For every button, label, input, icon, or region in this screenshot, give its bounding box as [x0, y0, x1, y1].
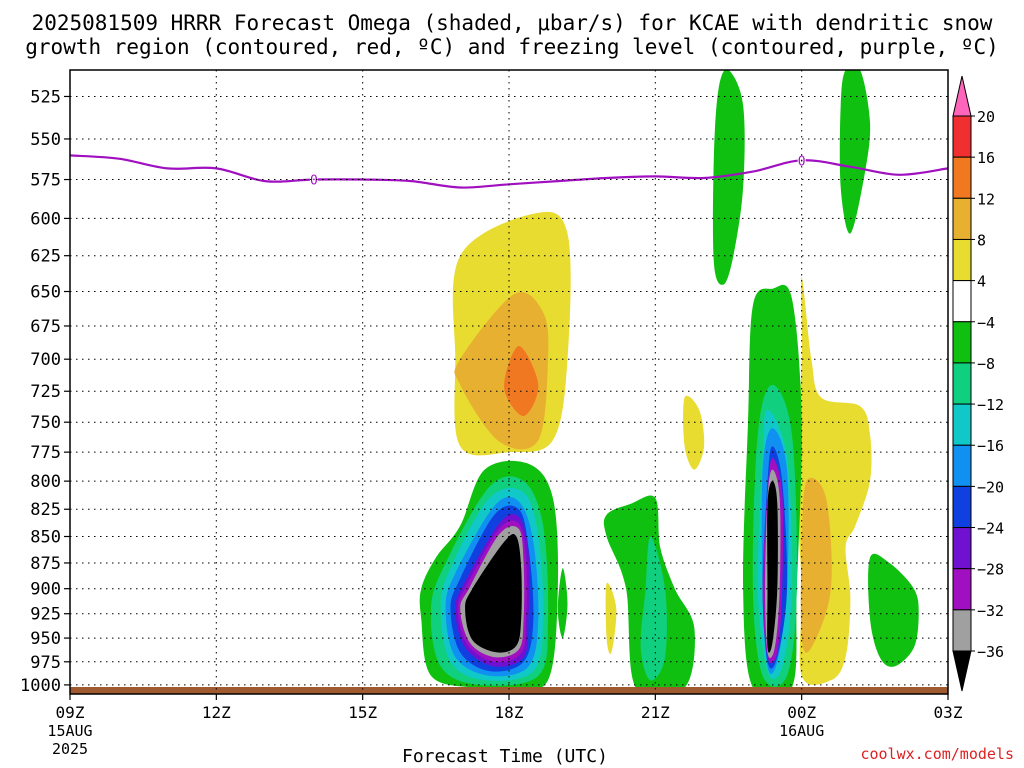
x-tick-label-1: 12Z — [202, 703, 231, 722]
x-tick-label-0: 09Z — [56, 703, 85, 722]
x-tick-year-0: 2025 — [52, 740, 88, 758]
y-tick-label-850: 850 — [30, 527, 61, 547]
colorbar-label-6: −8 — [977, 355, 995, 373]
colorbar-swatch-8 — [952, 403, 972, 446]
y-tick-label-525: 525 — [30, 87, 61, 107]
y-tick-label-875: 875 — [30, 554, 61, 574]
colorbar-label-1: 16 — [977, 149, 995, 167]
y-tick-label-575: 575 — [30, 171, 61, 191]
omega-region-7-band--4 — [712, 70, 745, 285]
colorbar-swatch-2 — [952, 156, 972, 199]
y-tick-label-650: 650 — [30, 283, 61, 303]
y-tick-label-725: 725 — [30, 382, 61, 402]
y-tick-label-775: 775 — [30, 443, 61, 463]
omega-region-6-band-4 — [605, 582, 617, 654]
colorbar-swatch-7 — [952, 362, 972, 405]
omega-region-29-band--36 — [767, 481, 778, 653]
colorbar-swatch-12 — [952, 568, 972, 611]
site-credit: coolwx.com/models — [860, 745, 1014, 763]
freezing-label-bg-0 — [309, 172, 318, 187]
omega-region-12-band--4 — [868, 553, 919, 667]
omega-region-13-band--4 — [557, 568, 568, 639]
y-tick-label-675: 675 — [30, 317, 61, 337]
colorbar-label-10: −24 — [977, 520, 1004, 538]
x-tick-date-0: 15AUG — [47, 722, 92, 740]
x-tick-label-5: 00Z — [787, 703, 816, 722]
x-tick-label-6: 03Z — [934, 703, 963, 722]
surface-band — [70, 687, 948, 694]
omega-region-8-band--4 — [839, 70, 871, 234]
freezing-level-label-1: 0 — [798, 154, 806, 169]
y-tick-label-975: 975 — [30, 653, 61, 673]
colorbar-swatch-3 — [952, 197, 972, 240]
colorbar-swatch-4 — [952, 238, 972, 282]
colorbar-label-8: −16 — [977, 437, 1004, 455]
y-tick-label-950: 950 — [30, 629, 61, 649]
x-tick-label-4: 21Z — [641, 703, 670, 722]
colorbar-label-9: −20 — [977, 478, 1004, 496]
y-tick-label-600: 600 — [30, 209, 61, 229]
colorbar-label-7: −12 — [977, 396, 1004, 414]
colorbar-swatch-6 — [952, 321, 972, 364]
colorbar-swatch-1 — [952, 115, 972, 158]
y-tick-label-800: 800 — [30, 472, 61, 492]
x-axis-label: Forecast Time (UTC) — [402, 746, 608, 767]
colorbar-label-5: −4 — [977, 314, 995, 332]
colorbar-swatch-13 — [952, 609, 972, 652]
y-tick-label-925: 925 — [30, 605, 61, 625]
y-tick-label-625: 625 — [30, 247, 61, 267]
y-tick-label-900: 900 — [30, 580, 61, 600]
y-tick-label-550: 550 — [30, 130, 61, 150]
y-tick-label-825: 825 — [30, 500, 61, 520]
colorbar-cap-top — [952, 75, 972, 117]
colorbar-label-2: 12 — [977, 190, 995, 208]
omega-region-2-band-12 — [504, 345, 539, 417]
freezing-level-label-0: 0 — [310, 174, 318, 189]
colorbar-label-3: 8 — [977, 231, 986, 249]
colorbar-label-13: −36 — [977, 643, 1004, 661]
chart-title-line2: growth region (contoured, red, ºC) and f… — [25, 35, 999, 59]
colorbar-swatch-10 — [952, 485, 972, 529]
omega-region-5-band-4 — [683, 395, 705, 470]
omega-region-4-band-8 — [800, 477, 832, 653]
colorbar-cap-bottom — [952, 650, 972, 692]
colorbar-label-12: −32 — [977, 602, 1004, 620]
colorbar-swatch-5 — [952, 280, 972, 323]
colorbar-label-4: 4 — [977, 273, 986, 291]
colorbar-label-0: 20 — [977, 108, 995, 126]
x-tick-label-3: 18Z — [495, 703, 524, 722]
x-tick-date-5: 16AUG — [779, 722, 824, 740]
omega-region-28-band--36 — [465, 533, 522, 653]
y-tick-label-700: 700 — [30, 350, 61, 370]
colorbar-swatch-9 — [952, 444, 972, 487]
chart-title-line1: 2025081509 HRRR Forecast Omega (shaded, … — [31, 11, 993, 35]
omega-region-14-band--8 — [640, 536, 667, 681]
colorbar-swatch-11 — [952, 527, 972, 570]
y-tick-label-1000: 1000 — [20, 676, 61, 696]
colorbar-label-11: −28 — [977, 561, 1004, 579]
x-tick-label-2: 15Z — [348, 703, 377, 722]
y-tick-label-750: 750 — [30, 413, 61, 433]
